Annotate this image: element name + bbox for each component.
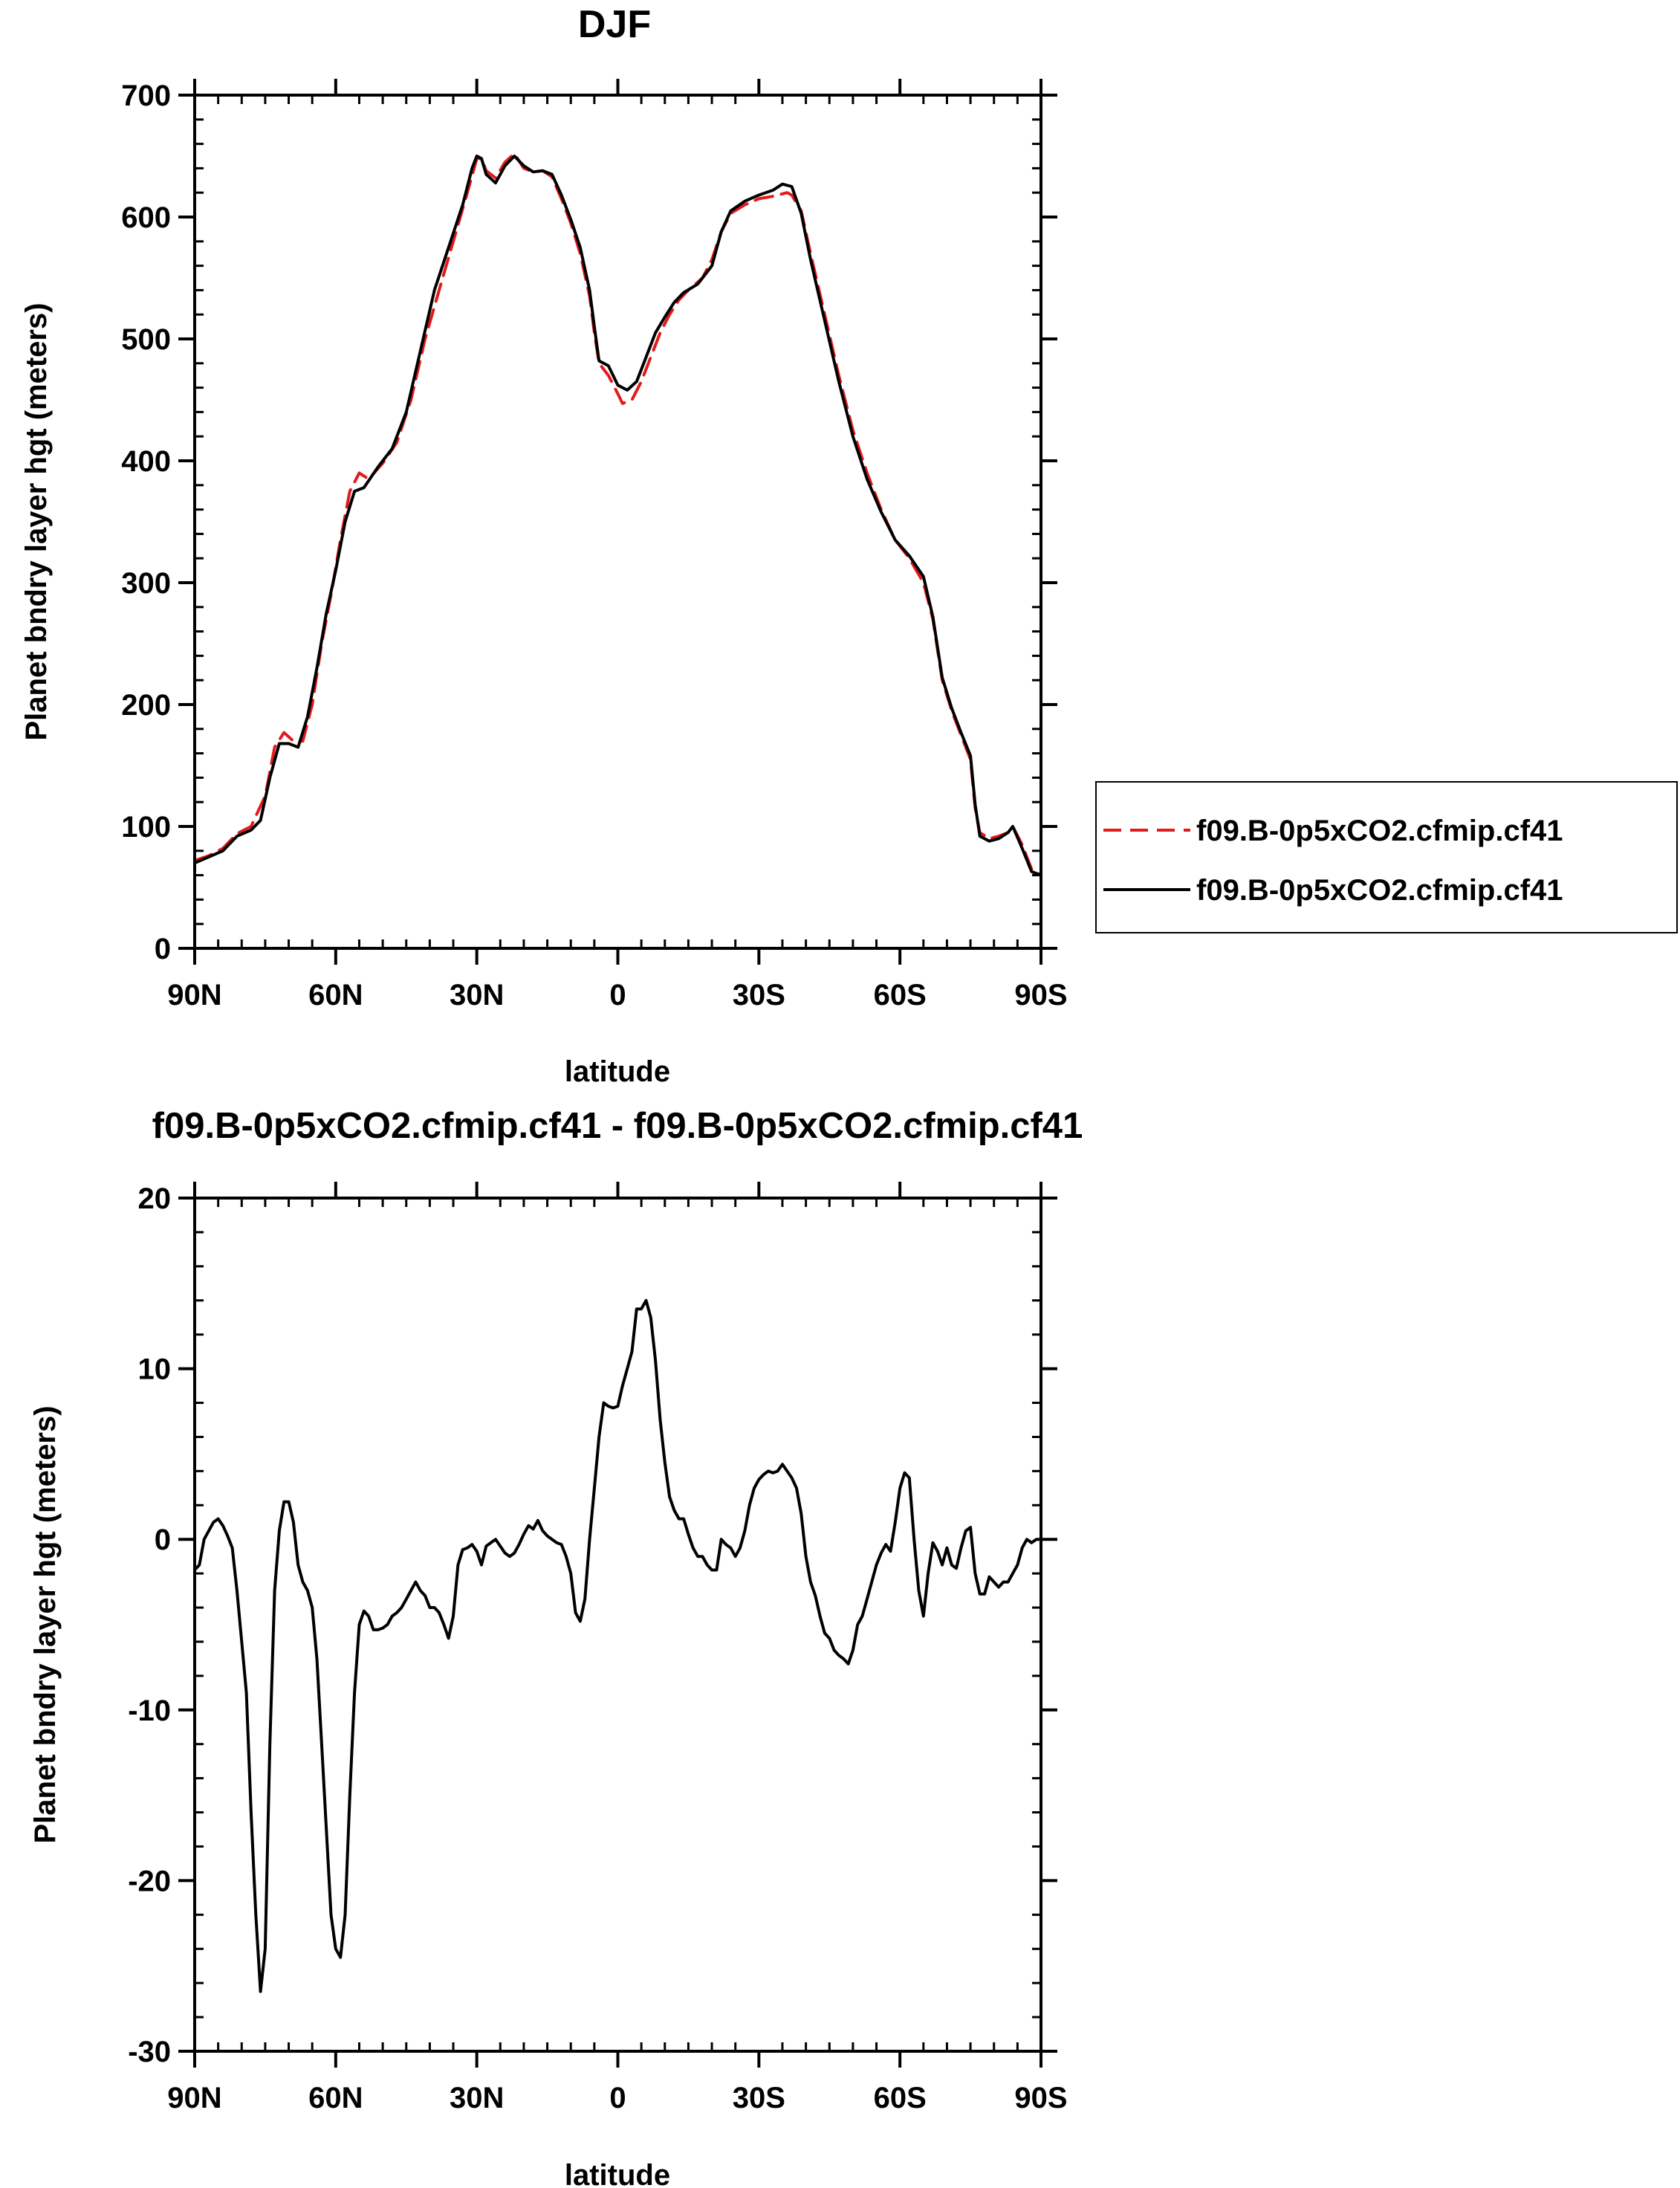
- top-x-tick-label: 90S: [1014, 979, 1067, 1012]
- bottom-y-tick-label: -30: [128, 2036, 171, 2068]
- top-series-line-2: [193, 155, 1042, 877]
- top-panel: DJF 90N 60N 30N 0 30S 60S 90S 0 100 200 300 400 500 6…: [20, 3, 1678, 1088]
- bottom-x-tick-label: 0: [609, 2082, 626, 2114]
- bottom-axis-ticks: 90N 60N 30N 0 30S 60S 90S -30 -20 -10 0 10 20: [128, 1182, 1068, 2114]
- top-y-tick-label: 400: [121, 445, 171, 478]
- top-x-tick-label: 60S: [874, 979, 927, 1012]
- legend-label-series-1: f09.B-0p5xCO2.cfmip.cf41: [1196, 815, 1563, 847]
- legend-box: [1095, 781, 1678, 933]
- bottom-x-tick-label: 90N: [167, 2082, 221, 2114]
- bottom-y-tick-label: 10: [138, 1353, 172, 1386]
- legend-label-series-2: f09.B-0p5xCO2.cfmip.cf41: [1196, 874, 1563, 907]
- bottom-chart-title: f09.B-0p5xCO2.cfmip.cf41 - f09.B-0p5xCO2…: [152, 1106, 1083, 1146]
- top-series-group: [193, 152, 1042, 877]
- top-y-tick-label: 500: [121, 323, 171, 356]
- top-y-tick-label: 100: [121, 811, 171, 844]
- bottom-x-tick-label: 60N: [308, 2082, 363, 2114]
- top-x-tick-label: 30S: [733, 979, 785, 1012]
- top-chart-title: DJF: [578, 3, 651, 46]
- top-x-axis-label: latitude: [565, 1055, 670, 1088]
- top-x-tick-label: 0: [609, 979, 626, 1012]
- top-x-tick-label: 60N: [308, 979, 363, 1012]
- legend: f09.B-0p5xCO2.cfmip.cf41 f09.B-0p5xCO2.c…: [1095, 781, 1678, 933]
- top-y-tick-label: 300: [121, 567, 171, 600]
- bottom-x-tick-label: 60S: [874, 2082, 927, 2114]
- top-y-tick-label: 700: [121, 80, 171, 112]
- bottom-x-tick-label: 30S: [733, 2082, 785, 2114]
- bottom-x-tick-label: 30N: [450, 2082, 504, 2114]
- bottom-series-line-1: [193, 1298, 1042, 1993]
- bottom-x-axis-label: latitude: [565, 2159, 670, 2188]
- bottom-panel: f09.B-0p5xCO2.cfmip.cf41 - f09.B-0p5xCO2…: [29, 1106, 1083, 2188]
- top-y-tick-label: 600: [121, 201, 171, 234]
- top-y-axis-label: Planet bndry layer hgt (meters): [20, 302, 53, 740]
- bottom-y-axis-label: Planet bndry layer hgt (meters): [29, 1405, 62, 1843]
- bottom-x-tick-label: 90S: [1014, 2082, 1067, 2114]
- top-y-tick-label: 200: [121, 689, 171, 722]
- bottom-y-tick-label: -10: [128, 1695, 171, 1727]
- bottom-y-tick-label: 0: [155, 1524, 171, 1556]
- top-x-tick-label: 90N: [167, 979, 221, 1012]
- top-y-tick-label: 0: [155, 933, 171, 965]
- bottom-series-group: [193, 1298, 1042, 1993]
- bottom-y-tick-label: -20: [128, 1865, 171, 1897]
- bottom-y-tick-label: 20: [138, 1182, 172, 1215]
- top-x-tick-label: 30N: [450, 979, 504, 1012]
- top-axis-ticks: 90N 60N 30N 0 30S 60S 90S 0 100 200 300 400 500 600 70…: [121, 79, 1068, 1012]
